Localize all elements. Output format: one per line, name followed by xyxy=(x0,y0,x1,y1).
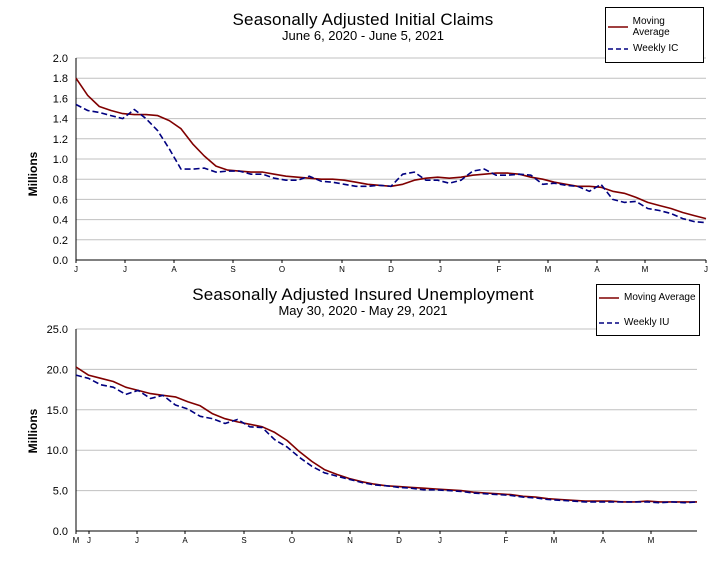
x-tick-label: O xyxy=(279,265,285,274)
x-tick-label: A xyxy=(600,536,606,545)
x-tick-label: D xyxy=(388,265,394,274)
y-tick-label: 5.0 xyxy=(53,486,68,498)
moving-average-line xyxy=(75,366,697,503)
legend-swatch-dashed xyxy=(608,47,628,50)
chart-title-block: Seasonally Adjusted Initial Claims June … xyxy=(0,10,726,43)
legend-item-weekly: Weekly IU xyxy=(597,317,669,328)
legend-item-weekly: Weekly IC xyxy=(606,43,678,54)
chart-subtitle: June 6, 2020 - June 5, 2021 xyxy=(282,28,444,43)
y-tick-label: 0.4 xyxy=(53,215,68,227)
x-tick-label: A xyxy=(182,536,188,545)
x-tick-label: M xyxy=(642,265,649,274)
y-tick-label: 10.0 xyxy=(47,445,68,457)
x-tick-label: J xyxy=(438,536,442,545)
x-tick-label: M xyxy=(73,536,80,545)
x-tick-label: J xyxy=(123,265,127,274)
y-tick-label: 1.0 xyxy=(53,154,68,166)
chart-subtitle: May 30, 2020 - May 29, 2021 xyxy=(278,303,448,318)
y-tick-label: 1.2 xyxy=(53,134,68,146)
insured-unemployment-chart: Seasonally Adjusted Insured Unemployment… xyxy=(0,278,726,562)
legend-swatch-solid xyxy=(599,296,619,299)
x-tick-label: J xyxy=(74,265,78,274)
legend-item-moving-average: Moving Average xyxy=(597,292,696,303)
x-tick-label: N xyxy=(347,536,353,545)
legend-label: Moving Average xyxy=(624,292,696,303)
y-axis-label: Millions xyxy=(26,151,40,196)
x-tick-label: S xyxy=(241,536,246,545)
x-tick-label: F xyxy=(497,265,502,274)
x-tick-label: J xyxy=(87,536,91,545)
weekly-series-line xyxy=(75,103,707,224)
initial-claims-chart: Seasonally Adjusted Initial Claims June … xyxy=(0,0,726,278)
chart-title: Seasonally Adjusted Insured Unemployment xyxy=(192,285,534,304)
x-tick-label: J xyxy=(438,265,442,274)
legend-swatch-solid xyxy=(608,26,628,28)
chart-legend: Moving Average Weekly IU xyxy=(596,284,700,336)
x-tick-label: M xyxy=(551,536,558,545)
x-tick-label: F xyxy=(504,536,509,545)
chart-title-block: Seasonally Adjusted Insured Unemployment… xyxy=(0,285,726,318)
x-tick-label: M xyxy=(648,536,655,545)
x-tick-label: A xyxy=(171,265,177,274)
legend-swatch-dashed xyxy=(599,321,619,324)
x-tick-label: O xyxy=(289,536,295,545)
x-tick-label: J xyxy=(704,265,708,274)
weekly-series-line xyxy=(75,374,698,504)
y-tick-label: 25.0 xyxy=(47,324,68,336)
initial-claims-plot: 0.0 0.2 0.4 0.6 0.8 1.0 1.2 1.4 1.6 1.8 2.0 J J A S O N D… xyxy=(26,53,708,274)
x-tick-label: D xyxy=(396,536,402,545)
insured-unemployment-plot: 0.05.010.015.020.025.0M J J A S O N D J F M A MMilli… xyxy=(26,324,698,545)
y-tick-label: 1.4 xyxy=(53,114,68,126)
y-tick-label: 0.6 xyxy=(53,194,68,206)
y-tick-label: 20.0 xyxy=(47,364,68,376)
legend-label: Moving Average xyxy=(632,16,670,38)
chart-title: Seasonally Adjusted Initial Claims xyxy=(232,10,494,29)
y-tick-label: 1.6 xyxy=(53,93,68,105)
y-tick-label: 1.8 xyxy=(53,73,68,85)
moving-average-line xyxy=(75,77,707,220)
x-tick-label: A xyxy=(594,265,600,274)
x-tick-label: N xyxy=(339,265,345,274)
legend-label: Weekly IU xyxy=(624,317,670,328)
y-tick-label: 0.0 xyxy=(53,255,68,267)
legend-item-moving-average: Moving Average xyxy=(606,16,703,38)
y-tick-label: 0.8 xyxy=(53,174,68,186)
y-tick-label: 0.2 xyxy=(53,235,68,247)
x-tick-label: J xyxy=(135,536,139,545)
y-tick-label: 0.0 xyxy=(53,526,68,538)
chart-legend: Moving Average Weekly IC xyxy=(605,7,704,63)
y-tick-label: 2.0 xyxy=(53,53,68,65)
y-axis-label: Millions xyxy=(26,408,40,453)
y-tick-label: 15.0 xyxy=(47,405,68,417)
x-tick-label: S xyxy=(230,265,235,274)
legend-label: Weekly IC xyxy=(633,43,679,54)
x-tick-label: M xyxy=(545,265,552,274)
